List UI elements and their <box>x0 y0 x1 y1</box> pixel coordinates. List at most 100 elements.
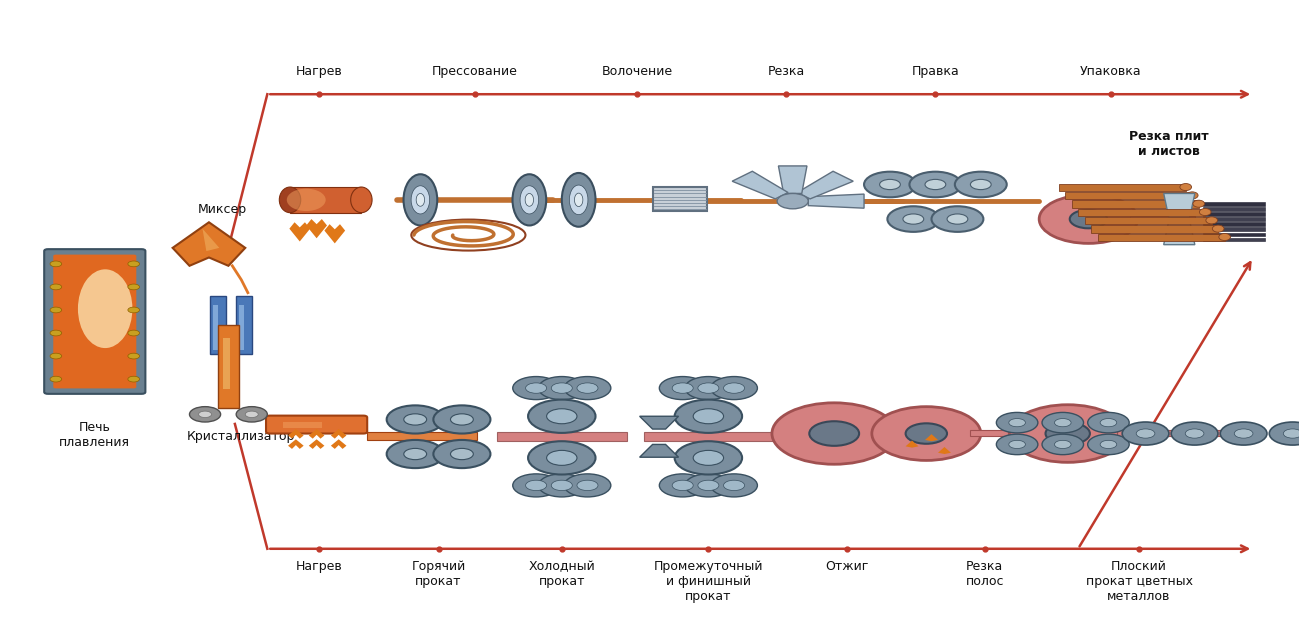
Circle shape <box>386 440 443 468</box>
Circle shape <box>954 172 1006 197</box>
Polygon shape <box>1164 194 1195 218</box>
Circle shape <box>49 284 61 290</box>
Text: Нагрев: Нагрев <box>296 65 343 78</box>
Circle shape <box>772 403 897 464</box>
Bar <box>1202 217 1265 221</box>
Text: Резка
полос: Резка полос <box>966 560 1004 588</box>
Ellipse shape <box>525 194 533 206</box>
Circle shape <box>1009 404 1126 462</box>
Polygon shape <box>640 416 679 429</box>
Circle shape <box>1088 434 1130 455</box>
Circle shape <box>237 406 268 422</box>
Text: Горячий
прокат: Горячий прокат <box>411 560 465 588</box>
Text: Кристаллизатор: Кристаллизатор <box>187 430 295 443</box>
Bar <box>1131 216 1195 222</box>
Circle shape <box>512 474 559 497</box>
Polygon shape <box>309 439 325 449</box>
Circle shape <box>127 284 139 290</box>
Circle shape <box>910 172 961 197</box>
Circle shape <box>386 405 443 433</box>
FancyBboxPatch shape <box>44 249 146 394</box>
Bar <box>1202 202 1265 206</box>
Circle shape <box>996 434 1037 455</box>
Circle shape <box>49 376 61 382</box>
Ellipse shape <box>562 173 595 227</box>
Circle shape <box>693 409 724 424</box>
Circle shape <box>932 206 983 232</box>
Circle shape <box>1070 210 1108 228</box>
Polygon shape <box>289 429 304 439</box>
Circle shape <box>1054 419 1071 427</box>
Polygon shape <box>290 187 361 213</box>
Circle shape <box>1186 429 1204 438</box>
Circle shape <box>672 383 693 394</box>
Circle shape <box>577 480 598 491</box>
Circle shape <box>49 330 61 336</box>
Bar <box>1202 207 1265 211</box>
Polygon shape <box>1164 221 1195 245</box>
Circle shape <box>1045 422 1089 444</box>
Circle shape <box>525 383 546 394</box>
Text: Волочение: Волочение <box>602 65 672 78</box>
Polygon shape <box>289 439 304 449</box>
Text: Нагрев: Нагрев <box>296 560 343 574</box>
Circle shape <box>546 409 577 424</box>
Circle shape <box>1009 440 1026 449</box>
Ellipse shape <box>1193 200 1205 207</box>
Circle shape <box>698 480 719 491</box>
Circle shape <box>693 450 724 466</box>
Circle shape <box>1269 422 1300 445</box>
Circle shape <box>528 399 595 433</box>
Bar <box>1058 184 1186 191</box>
Ellipse shape <box>287 188 326 211</box>
Circle shape <box>970 179 991 190</box>
Bar <box>497 432 627 440</box>
Circle shape <box>246 411 259 417</box>
Circle shape <box>546 450 577 466</box>
Circle shape <box>685 474 732 497</box>
Bar <box>644 432 774 440</box>
Circle shape <box>451 448 473 460</box>
Polygon shape <box>332 429 346 439</box>
Bar <box>1084 217 1212 224</box>
Circle shape <box>525 480 546 491</box>
Circle shape <box>49 261 61 267</box>
Ellipse shape <box>351 187 372 213</box>
Polygon shape <box>332 439 346 449</box>
Text: Промежуточный
и финишный
прокат: Промежуточный и финишный прокат <box>654 560 763 603</box>
Bar <box>367 432 477 440</box>
Polygon shape <box>203 229 220 251</box>
FancyBboxPatch shape <box>53 255 136 388</box>
Polygon shape <box>939 447 952 454</box>
Text: Холодный
прокат: Холодный прокат <box>528 560 595 588</box>
Ellipse shape <box>1180 183 1192 190</box>
Bar <box>211 296 226 354</box>
Circle shape <box>906 423 946 444</box>
Ellipse shape <box>411 186 430 214</box>
Circle shape <box>1088 412 1130 433</box>
Circle shape <box>49 307 61 313</box>
Circle shape <box>872 406 980 460</box>
Text: Резка: Резка <box>767 65 805 78</box>
Circle shape <box>538 377 585 399</box>
Polygon shape <box>307 219 328 239</box>
Ellipse shape <box>1206 217 1218 224</box>
Circle shape <box>190 406 221 422</box>
Text: Упаковка: Упаковка <box>1080 65 1141 78</box>
Bar <box>1202 238 1265 242</box>
Bar <box>224 338 230 389</box>
Circle shape <box>903 214 924 224</box>
Circle shape <box>711 377 758 399</box>
Circle shape <box>880 179 901 190</box>
Polygon shape <box>797 171 853 199</box>
Bar <box>1202 212 1265 216</box>
Circle shape <box>1283 429 1300 438</box>
Text: Плоский
прокат цветных
металлов: Плоский прокат цветных металлов <box>1086 560 1192 603</box>
Text: Прессование: Прессование <box>432 65 517 78</box>
Circle shape <box>564 474 611 497</box>
Circle shape <box>1043 434 1083 455</box>
Bar <box>1202 228 1265 231</box>
Circle shape <box>948 214 967 224</box>
Text: Резка плит
и листов: Резка плит и листов <box>1130 131 1209 158</box>
Circle shape <box>698 383 719 394</box>
